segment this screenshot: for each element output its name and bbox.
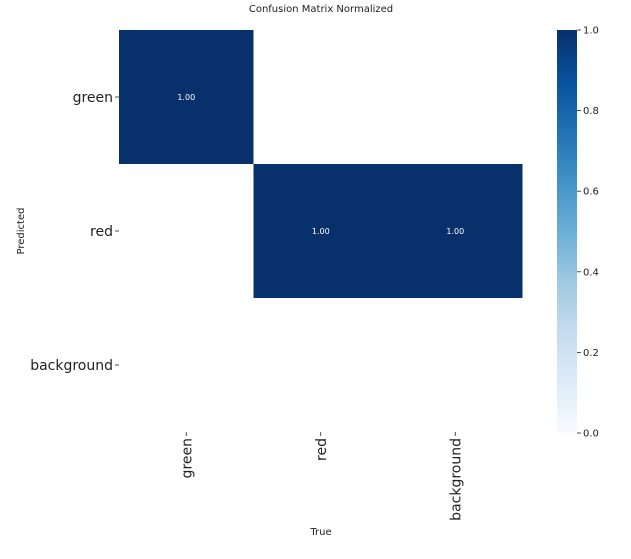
y-tick-label: green [73, 90, 113, 106]
x-tick-label: green [179, 438, 195, 478]
colorbar-tick-label: 0.4 [583, 267, 599, 278]
colorbar-tick-label: 1.0 [583, 26, 599, 37]
colorbar-tick-label: 0.6 [583, 187, 599, 198]
colorbar-tick-label: 0.8 [583, 106, 599, 117]
chart-title: Confusion Matrix Normalized [249, 4, 393, 15]
x-axis-ticks: green red background [179, 432, 464, 521]
y-tick-label: background [30, 358, 113, 374]
x-tick-label: red [314, 438, 330, 461]
colorbar-tick-label: 0.0 [583, 429, 599, 440]
heatmap-cell [388, 164, 523, 298]
y-axis-label: Predicted [16, 208, 27, 255]
heatmap-cell [119, 30, 254, 164]
y-tick-label: red [90, 224, 113, 240]
heatmap-cells [119, 30, 523, 298]
cell-value-label: 1.00 [312, 227, 330, 236]
colorbar [557, 30, 577, 433]
heatmap-cell [253, 164, 388, 298]
heatmap-cell-labels: 1.00 1.00 1.00 [177, 93, 464, 236]
x-tick-label: background [448, 438, 464, 521]
y-axis-ticks: green red background [30, 90, 119, 374]
cell-value-label: 1.00 [446, 227, 464, 236]
cell-value-label: 1.00 [177, 93, 195, 102]
colorbar-ticks: 0.0 0.2 0.4 0.6 0.8 1.0 [577, 26, 599, 440]
x-axis-label: True [309, 527, 331, 538]
colorbar-tick-label: 0.2 [583, 348, 599, 359]
